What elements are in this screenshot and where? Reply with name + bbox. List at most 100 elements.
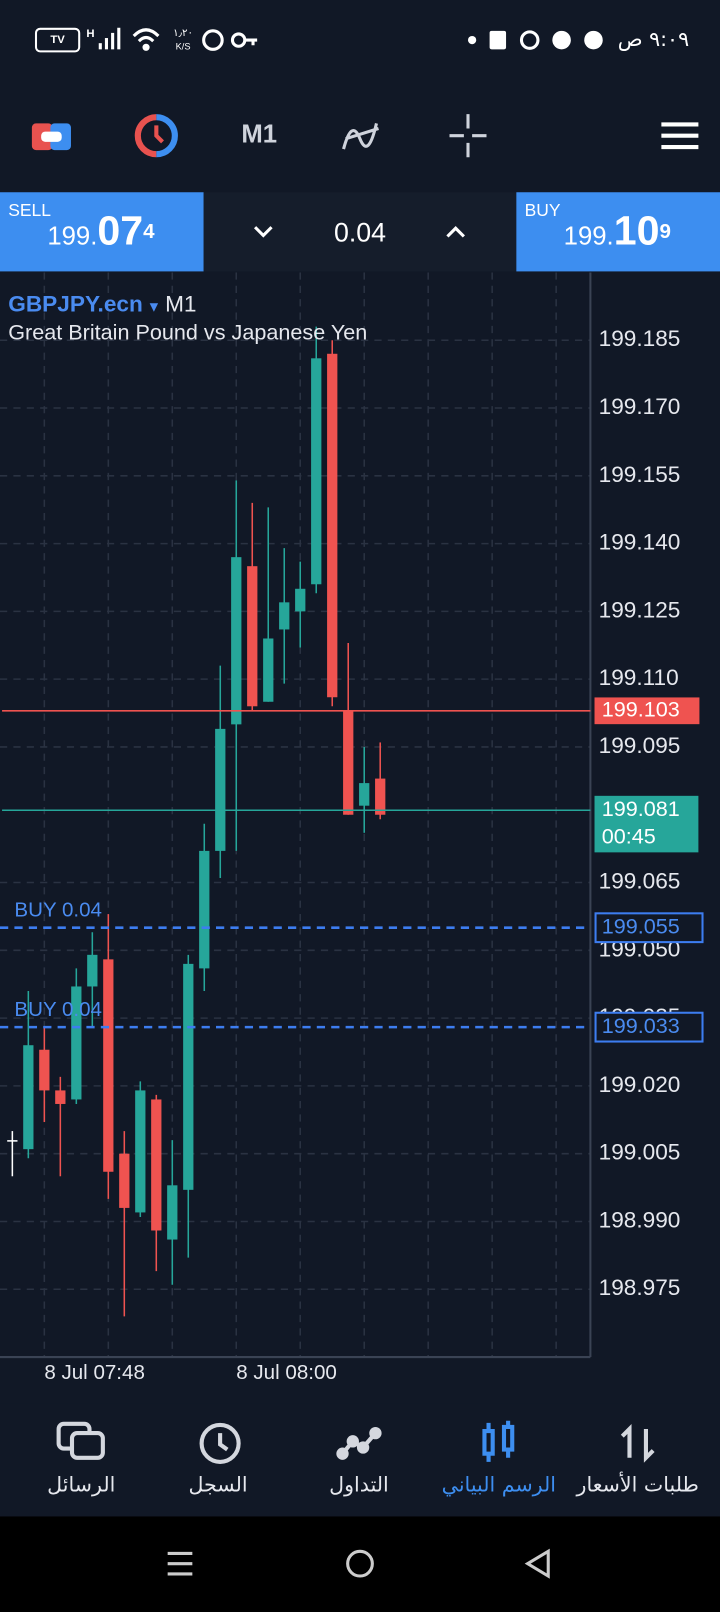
order-price-bg [594, 1011, 704, 1043]
volume-up[interactable] [446, 226, 465, 238]
candle-body [279, 602, 290, 630]
chart: 8 Jul 07:48 8 Jul 08:00 199.185 199.170 199.… [0, 272, 704, 1384]
nav-label[interactable]: التداول [329, 1472, 389, 1497]
back-button[interactable] [524, 1548, 550, 1579]
candle-body [327, 353, 338, 698]
nav-label[interactable]: الرسائل [47, 1472, 116, 1497]
candle-body [71, 986, 82, 1100]
toolbar: M1 [31, 114, 699, 158]
signal-icon [98, 27, 121, 50]
key-icon [230, 32, 258, 48]
volume[interactable]: 0.04 [333, 216, 387, 248]
sell-button[interactable]: SELL 199.074 [0, 192, 204, 272]
status-bar: TV H ١٫٢٠ K/S ٩:٠٩ ص [34, 27, 689, 53]
messages-icon[interactable] [56, 1421, 105, 1460]
nav-label[interactable]: السجل [188, 1472, 248, 1497]
nav-icons [56, 1420, 655, 1464]
app-icon [489, 30, 507, 50]
volume-arrows [253, 226, 465, 238]
x-tick-label: 8 Jul 07:48 [44, 1361, 145, 1384]
app-icon [584, 30, 603, 50]
account-icon[interactable] [31, 123, 71, 151]
volume-down[interactable] [253, 226, 273, 238]
price-head: 199. [563, 222, 614, 251]
order-price-bg [594, 912, 704, 944]
candle-body [135, 1090, 146, 1213]
trade-icon[interactable] [336, 1426, 382, 1460]
price-sup: 9 [659, 220, 671, 244]
countdown: 00:45 [602, 824, 656, 849]
price-big: 10 [613, 208, 660, 254]
candle-body [167, 1185, 178, 1240]
candle-body [151, 1099, 162, 1231]
candle-body [295, 588, 306, 612]
y-tick-label: 199.170 [599, 394, 681, 419]
y-tick-label: 199.065 [599, 868, 681, 893]
y-tick-label: 199.095 [599, 733, 681, 758]
ask-label: 199.103 [602, 697, 680, 722]
clock: ٩:٠٩ ص [618, 27, 689, 51]
bid-label: 199.081 [602, 796, 680, 821]
y-tick-label: 198.990 [599, 1207, 681, 1232]
bid-label-bg [594, 795, 699, 853]
order-price: 199.055 [602, 913, 680, 938]
sell-label: SELL [8, 200, 52, 221]
chart-period: M1 [165, 290, 197, 317]
speed-unit: K/S [176, 42, 191, 52]
system-nav [0, 1516, 720, 1612]
recents-button[interactable] [167, 1551, 193, 1576]
volume-control: 0.04 [203, 192, 517, 272]
timer-icon[interactable] [134, 114, 178, 158]
history-icon[interactable] [199, 1422, 241, 1464]
wifi-icon [132, 28, 160, 51]
chart-icon[interactable] [482, 1420, 515, 1462]
buy-price: 199.109 [564, 209, 671, 255]
system-nav-bg [0, 1516, 720, 1612]
bottom-nav [0, 1403, 720, 1517]
symbol[interactable]: GBPJPY.ecn [8, 290, 143, 317]
candle-body [247, 566, 258, 707]
buy-label: BUY [524, 200, 561, 221]
quotes-icon[interactable] [620, 1424, 655, 1463]
order-label: BUY 0.04 [14, 998, 102, 1021]
chart-title: Great Britain Pound vs Japanese Yen [8, 320, 368, 345]
candle-body [231, 557, 242, 725]
tv-icon [34, 27, 81, 53]
sell-price: 199.074 [47, 209, 154, 255]
y-tick-label: 199.140 [599, 530, 681, 555]
price-head: 199. [47, 222, 98, 251]
period-button[interactable]: M1 [241, 120, 277, 148]
nav-label[interactable]: الرسم البياني [441, 1472, 557, 1497]
nav-label[interactable]: طلبات الأسعار [576, 1472, 699, 1497]
dot-icon [467, 35, 477, 45]
order-price: 199.033 [602, 1013, 680, 1038]
y-tick-label: 199.155 [599, 462, 681, 487]
candle-body [39, 1049, 50, 1091]
candle-body [215, 728, 226, 851]
buy-button[interactable]: BUY 199.109 [516, 192, 720, 272]
candle-body [103, 959, 114, 1172]
y-tick-label: 199.020 [599, 1072, 681, 1097]
crosshair-icon[interactable] [449, 114, 487, 158]
x-tick-label: 8 Jul 08:00 [236, 1361, 337, 1384]
speed: ١٫٢٠ [173, 27, 193, 39]
candle-body [375, 778, 386, 815]
y-tick-label: 199.110 [599, 665, 679, 690]
price-sup: 4 [143, 220, 155, 244]
candle-body [23, 1045, 34, 1150]
order-label: BUY 0.04 [14, 899, 102, 922]
indicator-icon[interactable] [342, 123, 379, 150]
candle-body [7, 1140, 18, 1142]
y-tick-label: 198.975 [599, 1275, 681, 1300]
candle-body [263, 638, 274, 702]
alarm-icon [202, 29, 224, 51]
candle-body [311, 358, 322, 585]
home-button[interactable] [346, 1549, 374, 1578]
tv-text: TV [50, 34, 65, 46]
candle-body [87, 954, 98, 987]
candle-body [343, 710, 354, 815]
y-tick-label: 199.005 [599, 1140, 681, 1165]
menu-icon[interactable] [661, 122, 699, 150]
net-type: H [86, 28, 94, 40]
